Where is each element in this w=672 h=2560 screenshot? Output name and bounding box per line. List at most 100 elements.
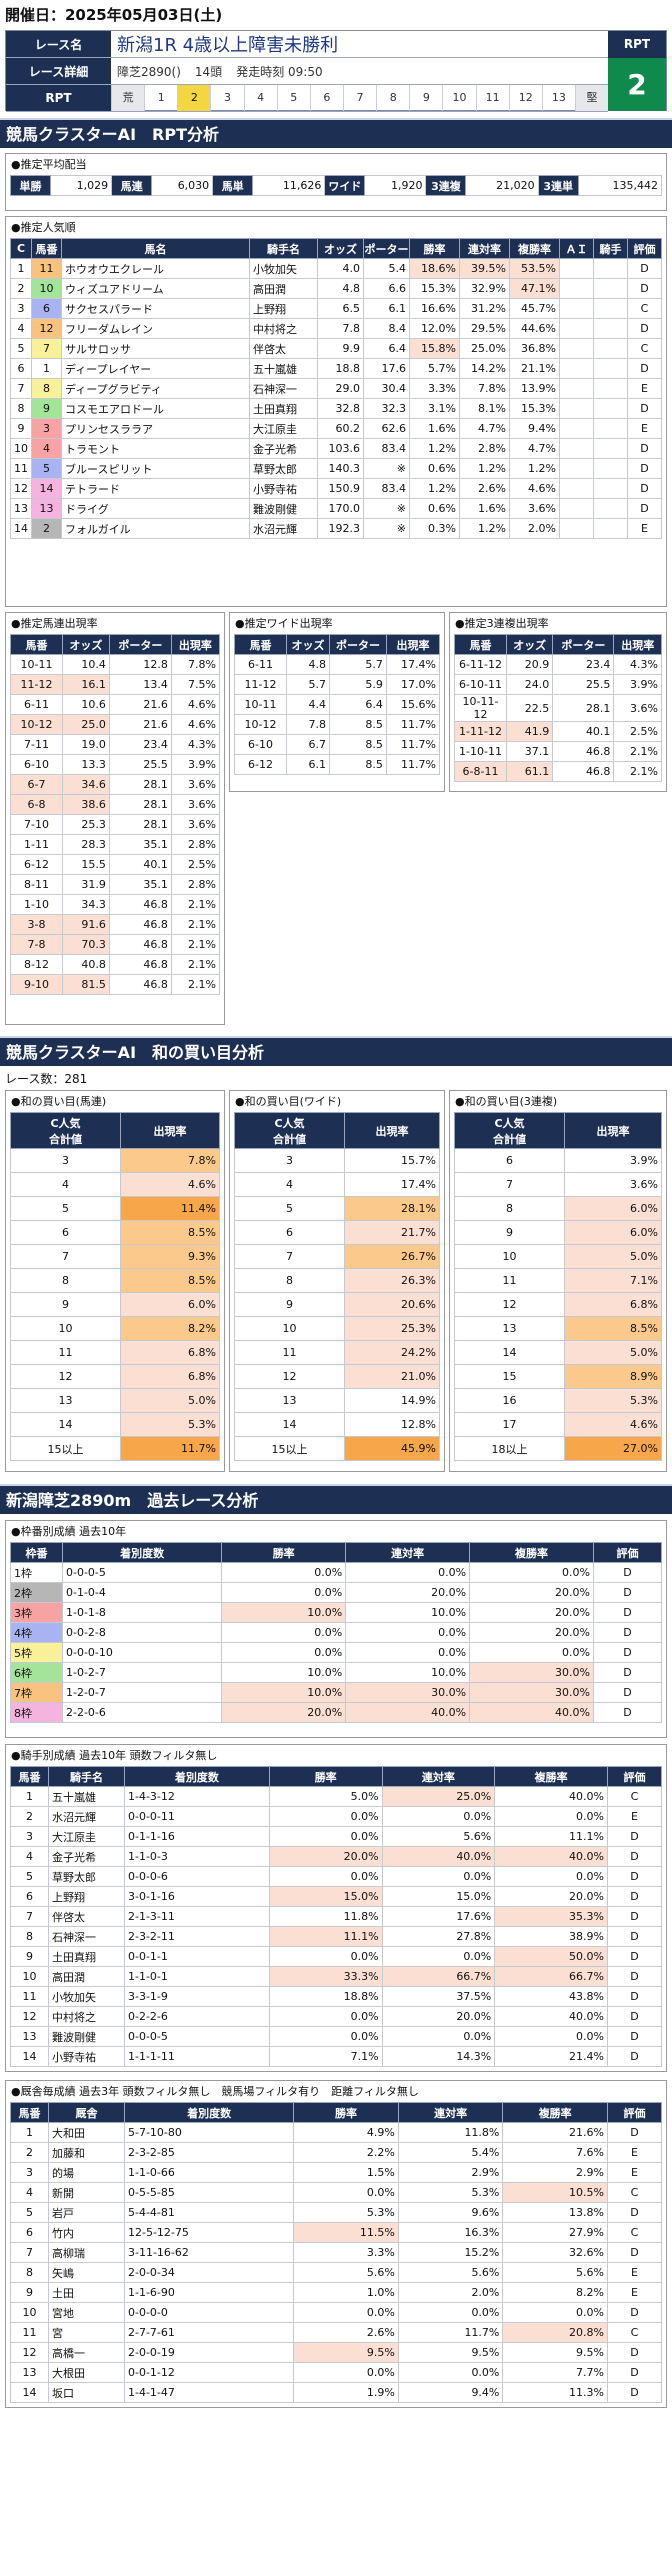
table-row: 4 12 フリーダムレイン 中村将之 7.8 8.4 12.0% 29.5% 44.6% D	[10, 318, 662, 339]
table-header: 評価	[593, 1542, 662, 1563]
table-cell	[593, 338, 628, 359]
table-cell: 6枠	[10, 1662, 63, 1683]
table-cell: 8.5%	[120, 1220, 220, 1245]
table-cell: 18以上	[454, 1436, 565, 1461]
table-row: 3 6 サクセスパラード 上野翔 6.5 6.1 16.6% 31.2% 45.7% C	[10, 298, 662, 319]
table-cell: D	[607, 1826, 662, 1847]
table-header: 馬番	[454, 634, 507, 655]
table-cell: 4	[234, 1172, 345, 1197]
table-cell: 3.6%	[170, 814, 221, 835]
table-cell: 6.8%	[120, 1364, 220, 1389]
table-cell: 7.8%	[459, 378, 510, 399]
table-cell: 15.5	[62, 854, 110, 875]
table-row: 7-8 70.3 46.8 2.1%	[10, 934, 221, 955]
table-cell: 11.7%	[397, 2322, 504, 2343]
table-cell: D	[607, 1846, 662, 1867]
table-cell: 8	[10, 1926, 49, 1947]
table-cell: フリーダムレイン	[61, 318, 250, 339]
table-header: 連対率	[381, 1766, 496, 1787]
table-cell: 3	[10, 298, 32, 319]
table-cell: 5.3%	[293, 2202, 399, 2223]
table-cell: 12-5-12-75	[123, 2222, 295, 2243]
table-header: C	[10, 238, 32, 259]
table-row: 5 28.1%	[234, 1196, 440, 1221]
table-cell: 6	[10, 1886, 49, 1907]
table-cell: 46.8	[108, 954, 172, 975]
table-cell: 5.7	[329, 654, 387, 675]
table-cell: 9	[10, 1292, 121, 1317]
umaren-title: ●推定馬連出現率	[11, 617, 98, 630]
table-cell: 11.7%	[385, 734, 441, 755]
table-row: 18以上 27.0%	[454, 1436, 662, 1461]
table-row: 14 5.3%	[10, 1412, 220, 1437]
table-cell: 39.5%	[459, 258, 510, 279]
table-row: 6 上野翔 3-0-1-16 15.0% 15.0% 20.0% D	[10, 1886, 662, 1907]
table-cell: 15.3%	[509, 398, 560, 419]
table-cell: 五十嵐雄	[249, 358, 318, 379]
table-cell: 10	[234, 1316, 345, 1341]
table-cell: 大和田	[48, 2122, 125, 2143]
table-header: 騎手名	[249, 238, 318, 259]
table-cell: 34.3	[62, 894, 110, 915]
table-cell	[593, 518, 628, 539]
table-row: 10 宮地 0-0-0-0 0.0% 0.0% 0.0% D	[10, 2302, 662, 2323]
table-cell: 13	[10, 2026, 49, 2047]
table-cell: 12	[10, 478, 32, 499]
table-cell: 11.7%	[385, 714, 441, 735]
table-cell: 11.7%	[120, 1436, 220, 1461]
table-cell: 150.9	[317, 478, 364, 499]
table-cell	[593, 378, 628, 399]
wa-sanren-panel: ●和の買い目(3連複) C人気 合計値 出現率 6 3.9% 7 3.6% 8 6.0% 9 6.…	[449, 1090, 667, 1472]
table-cell: 3	[234, 1148, 345, 1173]
table-cell: 7.1%	[564, 1268, 662, 1293]
table-cell	[593, 258, 628, 279]
table-cell: 4.6%	[170, 694, 221, 715]
table-cell: 6	[10, 358, 32, 379]
table-cell: 6.0%	[120, 1292, 220, 1317]
table-cell: 1	[10, 1786, 49, 1807]
table-row: 10-12 7.8 8.5 11.7%	[234, 714, 441, 735]
table-row: 1-10-11 37.1 46.8 2.1%	[454, 741, 662, 762]
table-cell: C	[607, 2222, 662, 2243]
table-cell: 6.1	[286, 754, 330, 775]
table-row: 14 12.8%	[234, 1412, 440, 1437]
table-cell: 7.8%	[170, 654, 221, 675]
table-cell: 6-7	[10, 774, 63, 795]
payout-type: 単勝	[10, 175, 51, 196]
table-cell: 3-0-1-16	[124, 1886, 270, 1907]
table-cell: 7	[454, 1172, 565, 1197]
horse-number: 8	[31, 378, 62, 399]
payout-type: 馬連	[111, 175, 153, 196]
table-row: 10-12 25.0 21.6 4.6%	[10, 714, 221, 735]
table-cell: 8枠	[10, 1702, 63, 1723]
table-cell: 0.0%	[221, 1642, 347, 1663]
rpt-scale-cell: 3	[210, 85, 243, 111]
table-cell: 2.9%	[397, 2162, 504, 2183]
table-cell: 0.0%	[397, 2362, 504, 2383]
table-cell: 中村将之	[249, 318, 318, 339]
table-cell: 27.8%	[381, 1926, 496, 1947]
table-row: 12 高橋一 2-0-0-19 9.5% 9.5% 9.5% D	[10, 2342, 662, 2363]
horse-number: 3	[31, 418, 62, 439]
table-row: 4 新開 0-5-5-85 0.0% 5.3% 10.5% C	[10, 2182, 662, 2203]
table-header: 出現率	[344, 1112, 440, 1149]
table-cell: 小野寺祐	[48, 2046, 125, 2067]
table-cell: 29.5%	[459, 318, 510, 339]
table-cell: 5.0%	[268, 1786, 383, 1807]
table-cell: 83.4	[363, 478, 410, 499]
table-cell: 宮	[48, 2322, 125, 2343]
table-row: 6-11 10.6 21.6 4.6%	[10, 694, 221, 715]
table-cell: 32.6%	[502, 2242, 608, 2263]
table-cell: 1.2%	[409, 478, 460, 499]
table-cell: E	[607, 2162, 662, 2183]
table-row: 5 岩戸 5-4-4-81 5.3% 9.6% 13.8% D	[10, 2202, 662, 2223]
table-cell: 25.3	[62, 814, 110, 835]
table-header: 馬番	[234, 634, 287, 655]
rpt-scale-cell: 荒	[111, 85, 145, 111]
table-cell: 大江原圭	[249, 418, 318, 439]
table-cell: 8.5	[329, 714, 387, 735]
table-cell: 0.0%	[494, 1866, 608, 1887]
table-cell: 10.6	[62, 694, 110, 715]
table-cell: 25.5	[552, 674, 615, 695]
table-cell: 40.0%	[345, 1702, 471, 1723]
